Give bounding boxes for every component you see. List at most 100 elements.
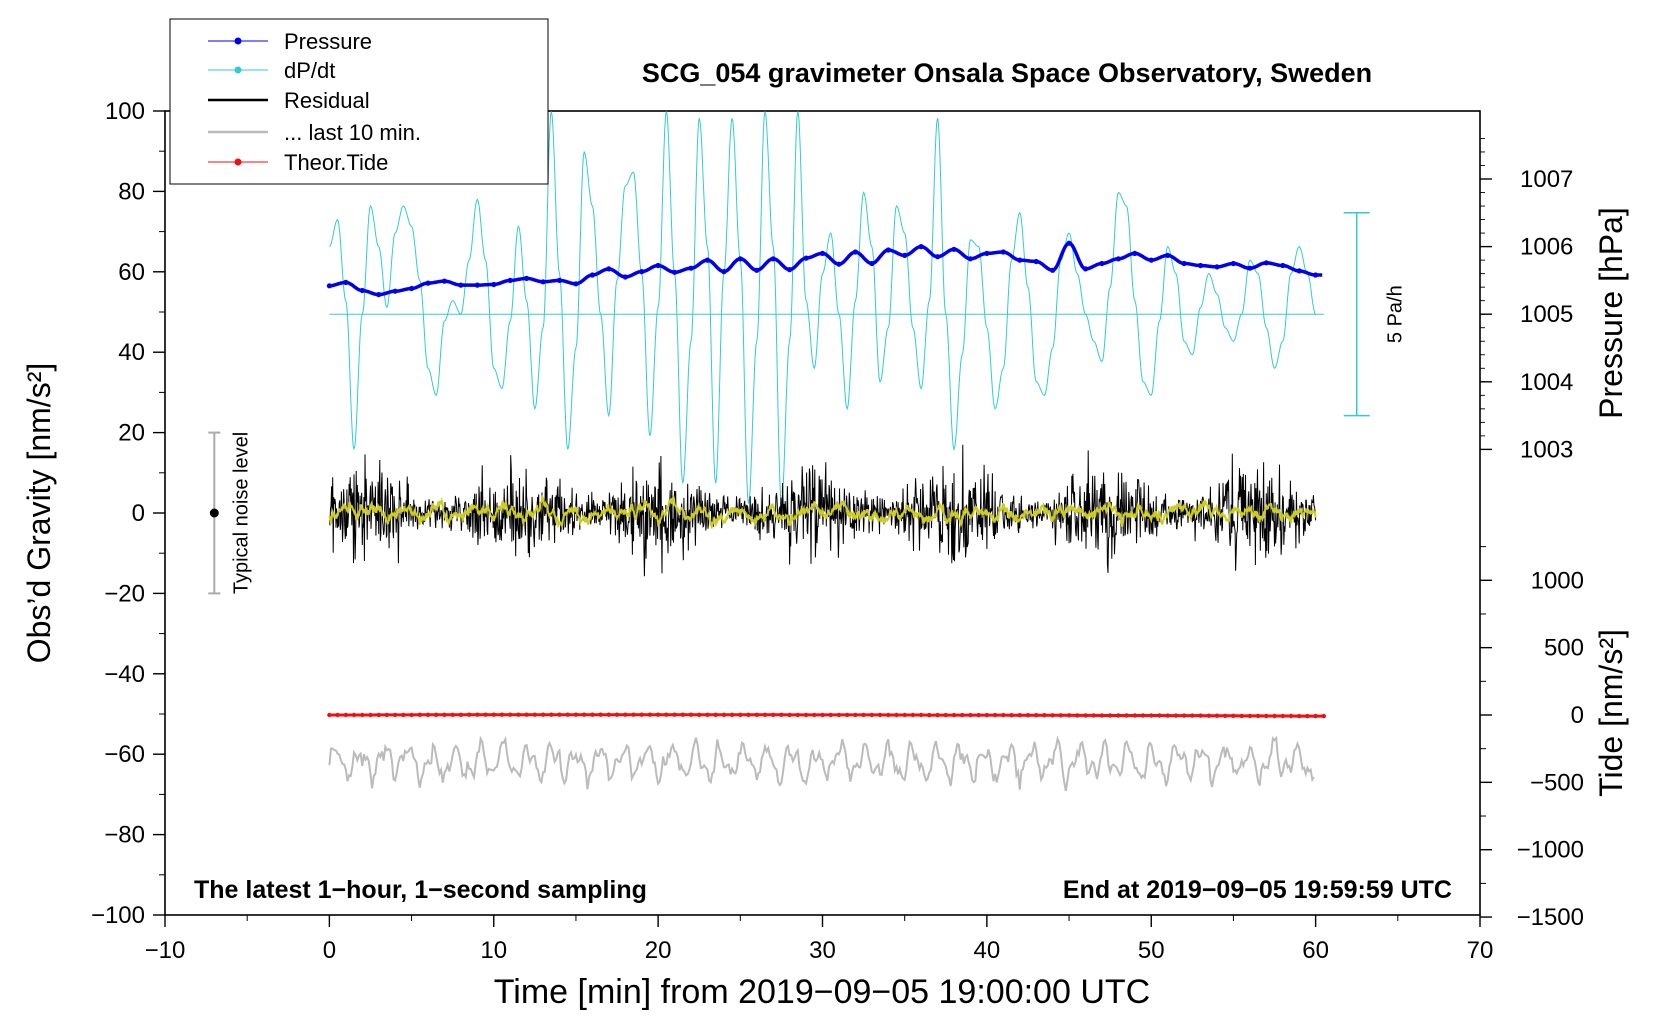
x-tick-label: 40 <box>974 937 1001 964</box>
pressure-point <box>441 278 447 284</box>
legend-tide-label: Theor.Tide <box>284 150 388 175</box>
tide-point <box>335 712 340 718</box>
tide-point <box>499 712 505 717</box>
pressure-point <box>770 256 776 262</box>
pressure-point <box>1000 249 1006 255</box>
tide-series-layer <box>327 712 1327 719</box>
tide-point <box>327 712 332 718</box>
tide-point <box>951 712 957 718</box>
tide-axis-ticks: 1000 500 0 −500 −1000 −1500 <box>1480 546 1584 931</box>
pressure-point <box>787 267 793 273</box>
tide-point <box>836 712 842 718</box>
tide-point <box>927 712 932 718</box>
tide-point <box>960 712 965 718</box>
pressure-point <box>869 260 875 267</box>
tide-point <box>1017 713 1022 718</box>
tide-point <box>680 712 685 717</box>
pressure-point <box>606 266 612 272</box>
pressure-point <box>1296 268 1302 274</box>
tide-point <box>434 712 439 717</box>
legend: Pressure dP/dt Residual ... last 10 min.… <box>169 18 549 185</box>
pressure-tick-label: 1007 <box>1520 166 1573 193</box>
tide-point <box>1140 713 1146 718</box>
y-tick-label: 40 <box>118 339 145 366</box>
legend-residual-label: Residual <box>284 88 370 113</box>
tide-point <box>1009 713 1014 718</box>
tide-tick-label: 1000 <box>1531 567 1584 594</box>
pressure-point <box>902 252 908 258</box>
pressure-tick-label: 1003 <box>1520 436 1573 463</box>
tide-point <box>1181 713 1187 718</box>
pressure-point <box>507 277 513 283</box>
pressure-point <box>1280 262 1286 269</box>
tide-point <box>968 712 973 718</box>
pressure-point <box>803 255 809 261</box>
noise-level-label: Typical noise level <box>230 432 252 594</box>
pressure-point <box>1148 257 1154 263</box>
pressure-tick-label: 1005 <box>1520 301 1573 328</box>
tide-point <box>466 712 472 717</box>
pressure-point <box>425 280 431 286</box>
pressure-point <box>704 257 711 263</box>
tide-point <box>1231 713 1236 718</box>
tide-point <box>1272 713 1277 719</box>
pressure-point <box>589 272 596 278</box>
tide-point <box>1239 713 1244 719</box>
dpdt-series-layer <box>329 111 1324 504</box>
x-tick-label: 30 <box>809 937 836 964</box>
tide-point <box>705 712 710 717</box>
legend-pressure-label: Pressure <box>284 29 372 54</box>
pressure-point <box>392 288 398 294</box>
pressure-point <box>359 287 365 294</box>
pressure-point <box>852 249 859 255</box>
last10-series-layer <box>328 735 1315 792</box>
pressure-point <box>655 262 661 269</box>
pressure-point <box>1115 256 1121 262</box>
tide-point <box>368 712 373 718</box>
tide-point <box>590 712 595 717</box>
tide-point <box>1083 713 1088 718</box>
tide-point <box>1305 713 1310 719</box>
pressure-point <box>639 269 645 275</box>
pressure-point <box>573 281 579 287</box>
tide-axis-label: Tide [nm/s²] <box>1593 629 1629 797</box>
tide-point <box>812 712 817 718</box>
tide-point <box>1001 712 1006 718</box>
tide-point <box>401 712 406 718</box>
tide-point <box>877 712 883 718</box>
tide-point <box>1099 713 1105 718</box>
chart-title: SCG_054 gravimeter Onsala Space Observat… <box>642 58 1372 88</box>
tide-point <box>1075 713 1080 718</box>
y-tick-label: 80 <box>118 178 145 205</box>
tide-point <box>1025 713 1031 718</box>
tide-point <box>631 712 636 717</box>
tide-point <box>803 712 809 718</box>
tide-point <box>392 712 398 718</box>
pressure-point <box>1066 240 1072 246</box>
tide-point <box>976 712 981 718</box>
tide-point <box>828 712 833 718</box>
tide-point <box>1149 713 1154 718</box>
tide-point <box>762 712 768 717</box>
tide-point <box>565 712 570 717</box>
tide-point <box>343 712 348 718</box>
tide-point <box>573 712 579 717</box>
legend-box <box>169 18 549 185</box>
pressure-point <box>951 246 957 252</box>
pressure-point <box>1247 265 1253 271</box>
y-tick-label: 0 <box>132 500 145 527</box>
tide-point <box>886 712 891 718</box>
pressure-point <box>1082 266 1089 272</box>
tide-point <box>1247 713 1253 719</box>
tide-point <box>943 712 948 718</box>
tide-point <box>1042 713 1047 718</box>
tide-point <box>721 712 727 717</box>
sampling-annotation: The latest 1−hour, 1−second sampling <box>194 876 647 904</box>
y-tick-label: 100 <box>105 98 145 125</box>
tide-point <box>910 712 916 718</box>
tide-point <box>1157 713 1162 718</box>
tide-point <box>376 712 381 718</box>
tide-point <box>1108 713 1113 718</box>
x-axis-label: Time [min] from 2019−09−05 19:00:00 UTC <box>494 973 1150 1011</box>
pressure-point <box>343 279 349 285</box>
